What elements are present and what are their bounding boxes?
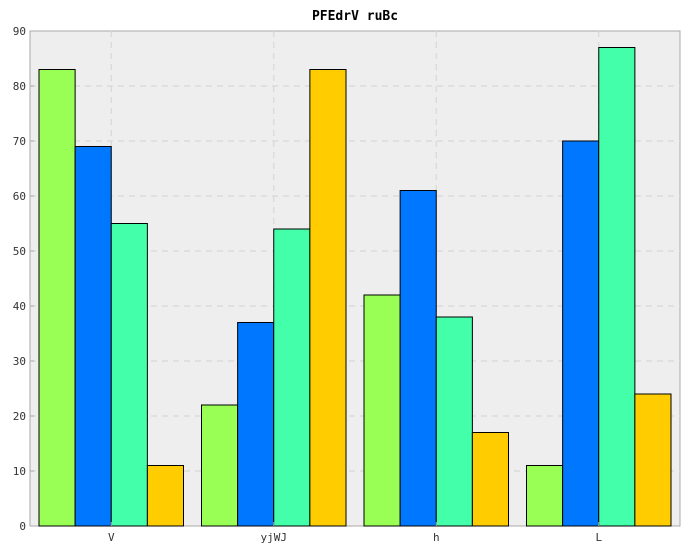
bar: [146, 465, 184, 527]
bar: [399, 190, 437, 527]
y-tick-label: 20: [13, 410, 26, 423]
bar: [237, 322, 275, 527]
bar: [110, 223, 148, 527]
bar: [598, 47, 636, 527]
bar: [273, 228, 311, 527]
x-tick-label: yjWJ: [261, 531, 288, 544]
y-tick-label: 30: [13, 355, 26, 368]
bar: [363, 294, 401, 527]
y-tick-label: 90: [13, 25, 26, 38]
x-tick-label: h: [433, 531, 440, 544]
bar: [201, 404, 239, 527]
bars-group: [38, 47, 672, 527]
x-tick-label: L: [595, 531, 602, 544]
y-tick-label: 10: [13, 465, 26, 478]
bar: [562, 140, 600, 527]
y-tick-label: 40: [13, 300, 26, 313]
y-tick-label: 60: [13, 190, 26, 203]
bar: [471, 432, 509, 527]
bar: [74, 146, 112, 527]
x-tick-label: V: [108, 531, 115, 544]
chart-title: PFEdrV ruBc: [312, 9, 398, 24]
y-tick-label: 0: [19, 520, 26, 533]
y-axis: 0 10 20 30 40 50 60 70 80 90: [13, 25, 34, 533]
y-tick-label: 50: [13, 245, 26, 258]
bar: [435, 316, 473, 527]
bar: [526, 465, 564, 527]
y-tick-label: 70: [13, 135, 26, 148]
bar: [309, 69, 347, 527]
bar: [38, 69, 76, 527]
y-tick-label: 80: [13, 80, 26, 93]
bar: [634, 393, 672, 527]
